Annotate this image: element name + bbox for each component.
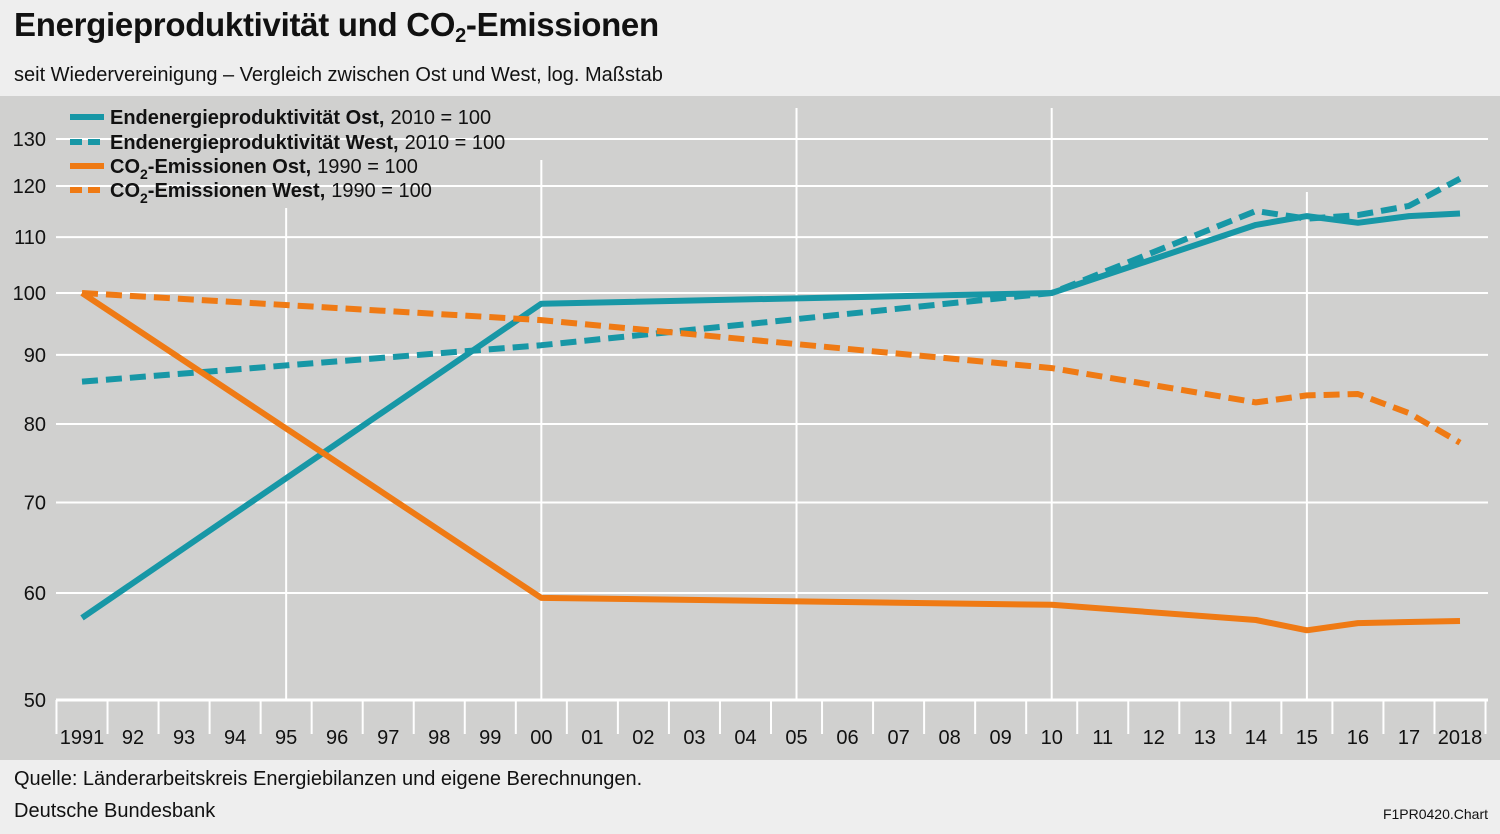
y-tick-label: 60 <box>24 583 46 605</box>
x-tick-label: 1991 <box>60 727 105 749</box>
series-line-2 <box>80 290 1461 634</box>
x-tick-label: 02 <box>632 727 654 749</box>
x-tick-label: 07 <box>887 727 909 749</box>
x-tick-label: 94 <box>224 727 246 749</box>
y-tick-label: 80 <box>24 414 46 436</box>
y-tick-label: 110 <box>14 227 46 249</box>
x-tick-label: 96 <box>326 727 348 749</box>
x-tick-label: 92 <box>122 727 144 749</box>
x-tick-label: 06 <box>836 727 858 749</box>
x-tick-label: 17 <box>1398 727 1420 749</box>
y-tick-label: 130 <box>13 129 46 151</box>
y-tick-label: 90 <box>24 345 46 367</box>
line-chart: 50 60 70 80 90 100 110 120 130 1991 92 93 94 95 96 97 9… <box>13 107 1488 749</box>
plot-area: 50 60 70 80 90 100 110 120 130 1991 92 93 94 95 96 97 9… <box>0 96 1500 760</box>
x-tick-label: 99 <box>479 727 501 749</box>
legend-entry-2: CO2-Emissionen Ost, 1990 = 100 <box>110 156 418 182</box>
x-tick-label: 01 <box>581 727 603 749</box>
chart-subtitle: seit Wiedervereinigung – Vergleich zwisc… <box>14 64 663 86</box>
y-tick-label: 70 <box>24 492 46 514</box>
legend: Endenergieproduktivität Ost, 2010 = 100 En… <box>70 107 505 206</box>
x-tick-label: 98 <box>428 727 450 749</box>
y-tick-label: 100 <box>13 283 46 305</box>
x-tick-label: 16 <box>1347 727 1369 749</box>
x-tick-label: 08 <box>939 727 961 749</box>
chart-title: Energieproduktivität und CO2-Emissionen <box>14 6 659 47</box>
x-tick-label: 10 <box>1041 727 1063 749</box>
x-tick-label: 14 <box>1245 727 1267 749</box>
x-tick-label: 13 <box>1194 727 1216 749</box>
series-line-3 <box>81 290 1462 446</box>
legend-entry-3: CO2-Emissionen West, 1990 = 100 <box>110 180 432 206</box>
x-tick-label: 12 <box>1143 727 1165 749</box>
x-tick-label: 97 <box>377 727 399 749</box>
legend-entry-1: Endenergieproduktivität West, 2010 = 100 <box>110 132 505 154</box>
x-tick-label: 05 <box>785 727 807 749</box>
series-lines <box>80 176 1462 634</box>
x-tick-label: 03 <box>683 727 705 749</box>
x-tick-label: 00 <box>530 727 552 749</box>
chart-id: F1PR0420.Chart <box>1382 806 1488 822</box>
x-tick-label: 09 <box>990 727 1012 749</box>
x-tick-label: 2018 <box>1438 727 1483 749</box>
series-line-1 <box>81 176 1462 385</box>
x-tick-label: 04 <box>734 727 756 749</box>
publisher-label: Deutsche Bundesbank <box>14 800 216 822</box>
legend-entry-0: Endenergieproduktivität Ost, 2010 = 100 <box>110 107 491 129</box>
x-tick-label: 93 <box>173 727 195 749</box>
y-tick-label: 120 <box>13 176 46 198</box>
x-tick-label: 95 <box>275 727 297 749</box>
series-line-0 <box>80 210 1461 621</box>
x-tick-label: 15 <box>1296 727 1318 749</box>
x-axis: 1991 92 93 94 95 96 97 98 99 00 01 02 03 04 05 06 07 08 09… <box>55 698 1488 749</box>
source-note: Quelle: Länderarbeitskreis Energiebilanz… <box>14 768 643 790</box>
grid-lines <box>56 108 1488 700</box>
y-tick-label: 50 <box>24 690 46 712</box>
y-axis: 50 60 70 80 90 100 110 120 130 <box>13 129 46 712</box>
x-tick-label: 11 <box>1092 727 1113 749</box>
